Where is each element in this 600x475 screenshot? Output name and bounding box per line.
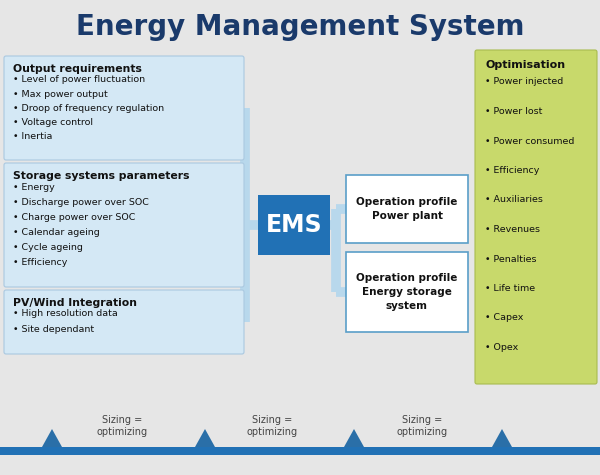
Bar [346,252,468,332]
Text: • Capex: • Capex [485,314,523,323]
Text: • Discharge power over SOC: • Discharge power over SOC [13,198,149,207]
Text: Output requirements: Output requirements [13,64,142,74]
Text: • Max power output: • Max power output [13,90,108,99]
Text: • Life time: • Life time [485,284,535,293]
Text: • Voltage control: • Voltage control [13,118,93,127]
Text: • Power consumed: • Power consumed [485,136,574,145]
FancyBboxPatch shape [4,163,244,287]
Bar [0,447,600,455]
Text: Operation profile
Energy storage
system: Operation profile Energy storage system [356,273,458,311]
Text: • Power lost: • Power lost [485,107,542,116]
Polygon shape [195,429,215,447]
Text: Storage systems parameters: Storage systems parameters [13,171,190,181]
Polygon shape [492,429,512,447]
Text: Sizing =
optimizing: Sizing = optimizing [247,415,298,437]
FancyBboxPatch shape [4,290,244,354]
Text: • Charge power over SOC: • Charge power over SOC [13,213,136,222]
Text: • High resolution data: • High resolution data [13,310,118,319]
Text: • Level of power fluctuation: • Level of power fluctuation [13,76,145,85]
Text: • Energy: • Energy [13,182,55,191]
Polygon shape [42,429,62,447]
Text: • Efficiency: • Efficiency [485,166,539,175]
Text: • Inertia: • Inertia [13,132,52,141]
Text: Energy Management System: Energy Management System [76,13,524,41]
Text: • Auxiliaries: • Auxiliaries [485,196,543,205]
Text: • Penalties: • Penalties [485,255,536,264]
Text: PV/Wind Integration: PV/Wind Integration [13,298,137,308]
Text: • Revenues: • Revenues [485,225,540,234]
Text: • Power injected: • Power injected [485,77,563,86]
Text: • Cycle ageing: • Cycle ageing [13,243,83,252]
Text: • Efficiency: • Efficiency [13,258,67,267]
FancyBboxPatch shape [4,56,244,160]
Bar [258,195,330,255]
Text: • Calendar ageing: • Calendar ageing [13,228,100,237]
Text: Operation profile
Power plant: Operation profile Power plant [356,197,458,221]
FancyBboxPatch shape [475,50,597,384]
Text: Sizing =
optimizing: Sizing = optimizing [97,415,148,437]
Text: Sizing =
optimizing: Sizing = optimizing [397,415,448,437]
Text: • Opex: • Opex [485,343,518,352]
Bar [346,175,468,243]
Text: • Droop of frequency regulation: • Droop of frequency regulation [13,104,164,113]
Text: EMS: EMS [266,213,322,237]
Text: Optimisation: Optimisation [485,60,565,70]
Text: • Site dependant: • Site dependant [13,325,94,334]
Polygon shape [344,429,364,447]
